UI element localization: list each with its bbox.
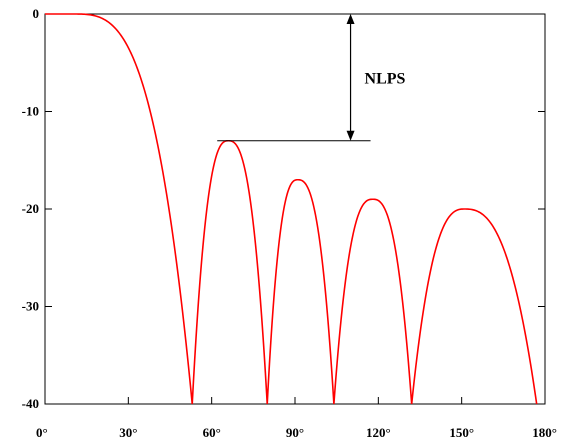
- y-tick-label: -30: [22, 299, 39, 314]
- x-tick-label: 30°: [119, 425, 137, 440]
- series-line: [45, 13, 538, 405]
- arrow-up-icon: [346, 14, 355, 24]
- arrow-down-icon: [346, 130, 355, 141]
- x-tick-label: 180°: [532, 425, 557, 440]
- x-axis: 0° 30° 60° 90° 120° 150° 180°: [36, 397, 557, 440]
- y-axis: 0 -10 -20 -30 -40: [22, 6, 545, 411]
- y-tick-label: -10: [22, 104, 39, 119]
- x-tick-label: 90°: [286, 425, 304, 440]
- y-tick-label: -40: [22, 396, 39, 411]
- x-tick-label: 60°: [203, 425, 221, 440]
- x-tick-label: 150°: [449, 425, 474, 440]
- x-tick-label: 120°: [366, 425, 391, 440]
- nlps-label: NLPS: [365, 70, 406, 87]
- annotations: NLPS: [217, 14, 406, 142]
- x-tick-label: 0°: [36, 425, 48, 440]
- y-tick-label: -20: [22, 201, 39, 216]
- y-tick-label: 0: [33, 6, 40, 21]
